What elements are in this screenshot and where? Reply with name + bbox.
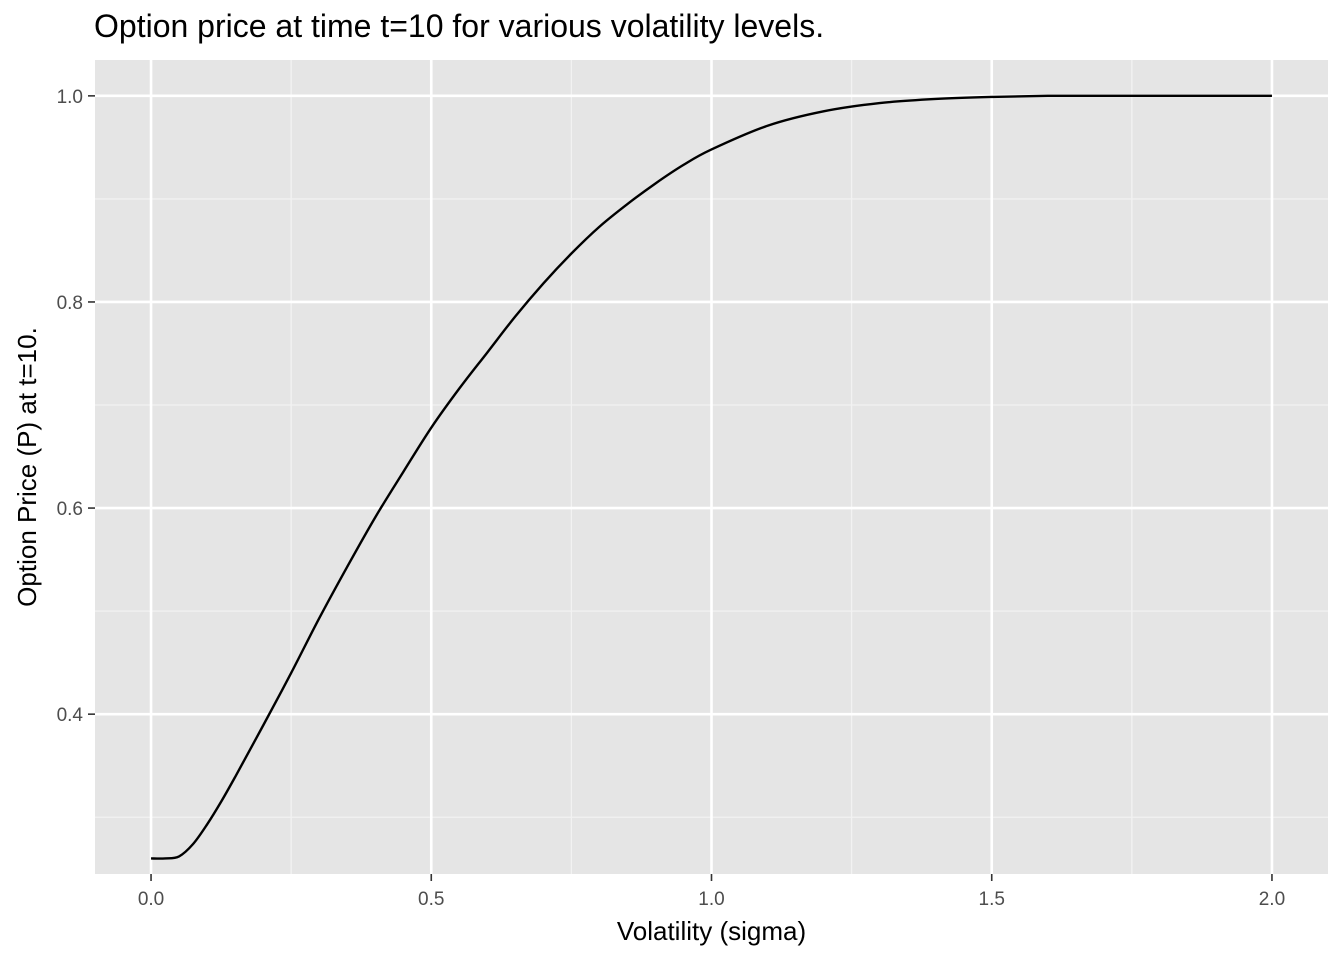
- x-tick-label: 0.0: [138, 889, 164, 910]
- x-axis-ticks: 0.0 0.5 1.0 1.5 2.0: [138, 874, 1285, 910]
- x-tick-label: 1.0: [698, 889, 724, 910]
- y-tick-label: 1.0: [57, 87, 83, 108]
- y-axis-title: Option Price (P) at t=10.: [12, 327, 42, 607]
- y-tick-label: 0.4: [57, 705, 84, 726]
- x-tick-label: 2.0: [1259, 889, 1285, 910]
- x-axis-title: Volatility (sigma): [617, 916, 806, 946]
- y-axis-ticks: 0.4 0.6 0.8 1.0: [57, 87, 95, 726]
- y-tick-label: 0.8: [57, 293, 83, 314]
- x-tick-label: 0.5: [418, 889, 444, 910]
- x-tick-label: 1.5: [979, 889, 1005, 910]
- y-tick-label: 0.6: [57, 499, 83, 520]
- chart-title: Option price at time t=10 for various vo…: [94, 8, 825, 44]
- series-line: [151, 94, 1272, 860]
